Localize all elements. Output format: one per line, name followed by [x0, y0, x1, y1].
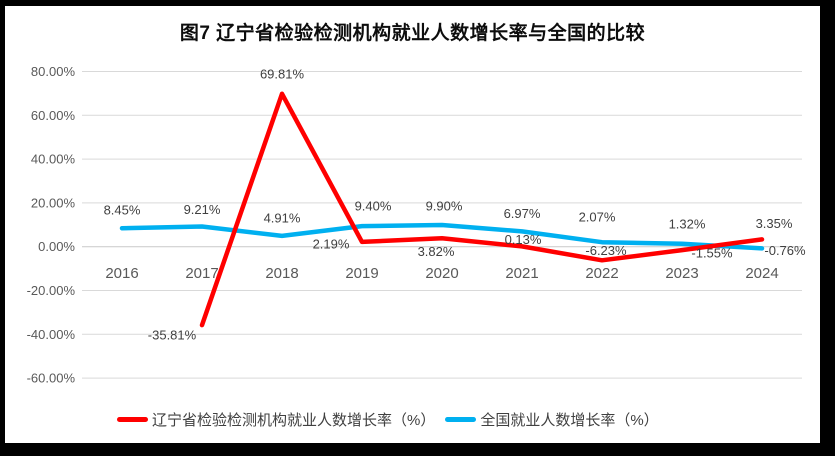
- data-label-liaoning: -6.23%: [585, 243, 627, 258]
- data-label-national: 2.07%: [579, 210, 616, 225]
- x-axis-label: 2021: [505, 265, 538, 282]
- x-axis-label: 2017: [185, 265, 218, 282]
- x-axis-label: 2018: [265, 265, 298, 282]
- data-label-national: 9.40%: [355, 199, 392, 214]
- data-label-liaoning: -1.55%: [691, 246, 733, 261]
- legend-label-liaoning: 辽宁省检验检测机构就业人数增长率（%）: [152, 411, 436, 429]
- legend-item-national: 全国就业人数增长率（%）: [445, 409, 659, 430]
- x-axis-label: 2022: [585, 265, 618, 282]
- legend-label-national: 全国就业人数增长率（%）: [480, 411, 659, 429]
- data-label-national: 8.45%: [104, 203, 141, 218]
- legend-line-swatch-red: [117, 416, 148, 422]
- chart-surface: 80.00% 60.00% 40.00% 20.00% 0.00% -20.00% -40.…: [5, 6, 820, 443]
- x-axis-label: 2019: [345, 265, 378, 282]
- series-line-national: [119, 222, 765, 251]
- data-label-liaoning: 0.13%: [505, 232, 542, 247]
- x-axis-label: 2024: [745, 265, 778, 282]
- y-axis-tick-label: 80.00%: [31, 64, 76, 79]
- y-axis-tick-label: 40.00%: [31, 152, 76, 167]
- data-label-national: -0.76%: [764, 243, 806, 258]
- data-label-liaoning: 3.35%: [756, 216, 793, 231]
- data-label-liaoning: 69.81%: [260, 66, 305, 81]
- y-axis-tick-label: 20.00%: [31, 195, 76, 210]
- series-line-liaoning: [199, 91, 765, 328]
- chart-title: 图7 辽宁省检验检测机构就业人数增长率与全国的比较: [179, 23, 646, 44]
- legend-item-liaoning: 辽宁省检验检测机构就业人数增长率（%）: [117, 409, 435, 430]
- y-axis-tick-label: -60.00%: [27, 371, 76, 386]
- y-axis-tick-label: -40.00%: [27, 327, 76, 342]
- x-axis-label: 2023: [665, 265, 698, 282]
- data-label-liaoning: -35.81%: [148, 328, 197, 343]
- data-label-liaoning: 2.19%: [313, 236, 350, 251]
- data-label-liaoning: 3.82%: [418, 244, 455, 259]
- data-label-national: 4.91%: [264, 210, 301, 225]
- data-label-national: 9.90%: [426, 199, 463, 214]
- legend-line-swatch-blue: [445, 416, 477, 422]
- y-axis-tick-label: 60.00%: [31, 108, 76, 123]
- x-axis-label: 2020: [425, 265, 458, 282]
- line-chart-plot: 80.00% 60.00% 40.00% 20.00% 0.00% -20.00% -40.…: [27, 64, 806, 386]
- data-label-national: 1.32%: [669, 216, 706, 231]
- y-axis-tick-label: 0.00%: [38, 239, 75, 254]
- x-axis-label: 2016: [105, 265, 138, 282]
- data-label-national: 6.97%: [504, 206, 541, 221]
- chart-legend: 辽宁省检验检测机构就业人数增长率（%） 全国就业人数增长率（%）: [117, 409, 659, 429]
- data-label-national: 9.21%: [184, 202, 221, 217]
- y-axis-tick-label: -20.00%: [27, 283, 76, 298]
